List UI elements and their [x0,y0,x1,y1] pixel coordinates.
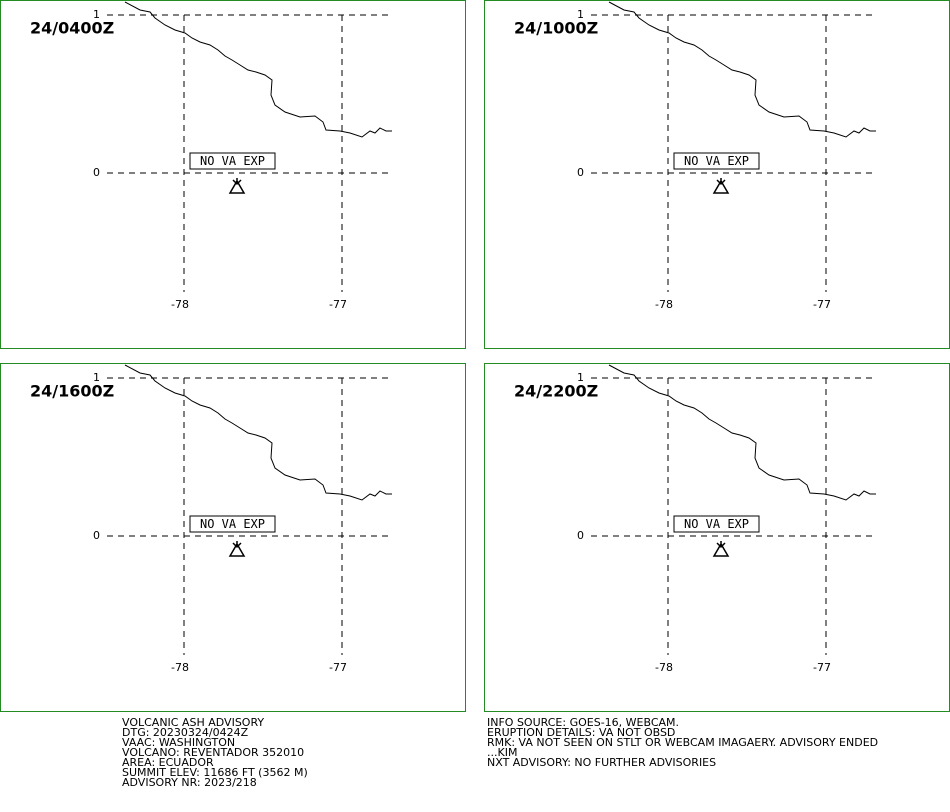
time-bg [512,19,592,37]
map-panel: 1 0 -78 -77 24/1000Z NO VA EXP [484,0,950,349]
coastline [124,1,392,138]
advisory-line: ...KIM [487,746,517,759]
map-panel: 1 0 -78 -77 24/2200Z NO VA EXP [484,363,950,712]
longitude-label: -78 [171,661,189,674]
status-box [673,515,760,533]
panel-frame [0,363,466,712]
status-box [673,152,760,170]
volcano-symbol [712,178,730,194]
advisory-line: NXT ADVISORY: NO FURTHER ADVISORIES [487,756,716,769]
panel-time: 24/2200Z [514,382,598,401]
advisory-line: VOLCANIC ASH ADVISORY [122,716,264,729]
advisory-line: DTG: 20230324/0424Z [122,726,249,739]
advisory-line: RMK: VA NOT SEEN ON STLT OR WEBCAM IMAGA… [487,736,878,749]
latitude-label: 1 [577,371,584,384]
panel-time: 24/1000Z [514,19,598,38]
longitude-label: -77 [813,661,831,674]
panel-time: 24/1600Z [30,382,114,401]
time-bg [512,382,592,400]
volcano-symbol [228,541,246,557]
longitude-label: -77 [329,298,347,311]
status-box [189,152,276,170]
coastline [124,364,392,501]
coastline [608,364,876,501]
advisory-line: VOLCANO: REVENTADOR 352010 [122,746,304,759]
advisory-line: SUMMIT ELEV: 11686 FT (3562 M) [122,766,308,779]
latitude-label: 1 [577,8,584,21]
status-box [189,515,276,533]
advisory-line: VAAC: WASHINGTON [122,736,235,749]
longitude-label: -77 [329,661,347,674]
longitude-label: -78 [655,661,673,674]
latitude-label: 0 [577,529,584,542]
latitude-label: 1 [93,371,100,384]
panel-frame [484,0,950,349]
map-panel: 1 0 -78 -77 24/0400Z NO VA EXP [0,0,466,349]
panel-frame [0,0,466,349]
coastline [608,1,876,138]
time-bg [28,382,108,400]
time-bg [28,19,108,37]
latitude-label: 0 [577,166,584,179]
longitude-label: -78 [655,298,673,311]
panel-frame [484,363,950,712]
status-text: NO VA EXP [684,154,749,168]
map-panel: 1 0 -78 -77 24/1600Z NO VA EXP [0,363,466,712]
latitude-label: 0 [93,166,100,179]
latitude-label: 0 [93,529,100,542]
status-text: NO VA EXP [684,517,749,531]
longitude-label: -78 [171,298,189,311]
advisory-line: INFO SOURCE: GOES-16, WEBCAM. [487,716,679,729]
volcano-symbol [712,541,730,557]
status-text: NO VA EXP [200,154,265,168]
volcano-symbol [228,178,246,194]
panel-time: 24/0400Z [30,19,114,38]
advisory-line: ADVISORY NR: 2023/218 [122,776,257,789]
advisory-line: AREA: ECUADOR [122,756,214,769]
advisory-line: ERUPTION DETAILS: VA NOT OBSD [487,726,675,739]
status-text: NO VA EXP [200,517,265,531]
longitude-label: -77 [813,298,831,311]
latitude-label: 1 [93,8,100,21]
